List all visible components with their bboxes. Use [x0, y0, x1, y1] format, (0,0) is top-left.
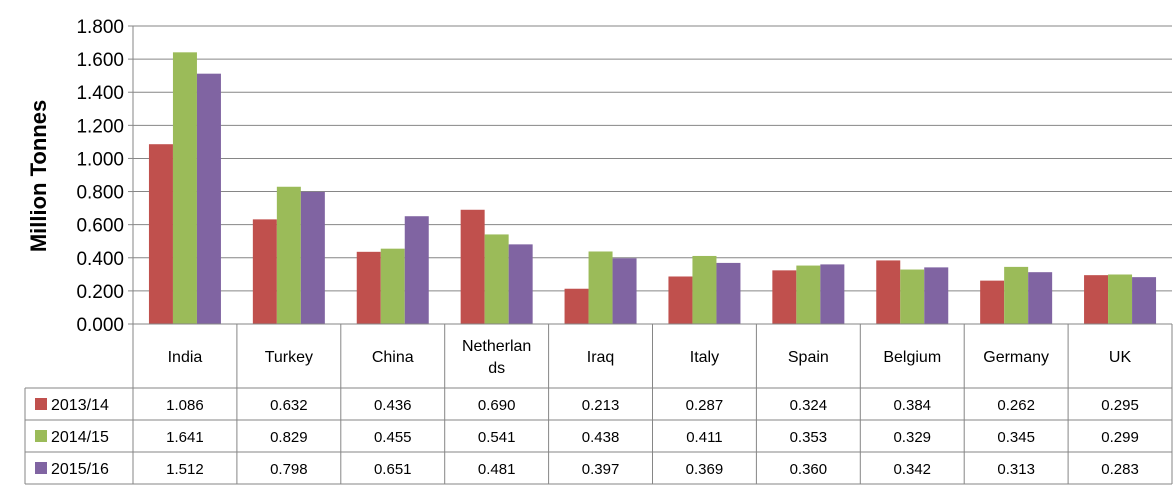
- bar-spain-2013-14: [772, 270, 797, 324]
- bar-turkey-2014-15: [276, 186, 301, 324]
- bar-turkey-2013-14: [252, 219, 277, 324]
- legend-swatch-2015-16: [35, 462, 47, 474]
- bar-netherlands-2015-16: [508, 244, 533, 324]
- table-value: 0.299: [1101, 429, 1139, 446]
- category-label-iraq: Iraq: [587, 349, 615, 366]
- bar-china-2014-15: [380, 248, 405, 324]
- category-label-spain: Spain: [788, 349, 829, 366]
- table-value: 0.438: [582, 429, 620, 446]
- bar-belgium-2014-15: [900, 269, 925, 324]
- table-value: 0.384: [893, 397, 931, 414]
- y-tick-label: 1.800: [76, 17, 124, 38]
- category-label-china: China: [372, 349, 414, 366]
- table-value: 1.512: [166, 461, 204, 478]
- y-tick-label: 0.000: [76, 315, 124, 336]
- table-value: 0.353: [790, 429, 828, 446]
- bar-spain-2015-16: [820, 264, 845, 324]
- bar-uk-2013-14: [1084, 275, 1109, 324]
- y-tick-labels: 0.000 0.200 0.400 0.600 0.800 1.000 1.200 1.400…: [76, 17, 124, 336]
- legend-swatch-2014-15: [35, 430, 47, 442]
- table-value: 0.481: [478, 461, 516, 478]
- table-value: 0.455: [374, 429, 412, 446]
- table-value: 0.411: [686, 429, 722, 446]
- bar-uk-2015-16: [1132, 277, 1157, 324]
- table-value: 0.329: [893, 429, 931, 446]
- data-table: India Turkey China Netherlan ds Iraq Italy Spai…: [24, 324, 1173, 485]
- table-value: 1.086: [166, 397, 204, 414]
- table-value: 0.541: [478, 429, 516, 446]
- table-value: 0.651: [374, 461, 412, 478]
- bar-india-2013-14: [148, 144, 173, 324]
- table-value: 0.342: [893, 461, 931, 478]
- bar-spain-2014-15: [796, 265, 821, 324]
- y-tick-label: 0.800: [76, 183, 124, 204]
- bars: [148, 52, 1157, 325]
- category-label-netherlands: ds: [488, 360, 505, 377]
- bar-germany-2014-15: [1004, 266, 1029, 324]
- table-value: 0.690: [478, 397, 516, 414]
- table-value: 0.369: [686, 461, 724, 478]
- bar-netherlands-2014-15: [484, 234, 509, 324]
- y-tick-label: 0.400: [76, 249, 124, 270]
- bar-belgium-2013-14: [876, 260, 901, 324]
- legend-label: 2015/16: [51, 461, 109, 478]
- bar-germany-2013-14: [980, 280, 1005, 324]
- legend-label: 2013/14: [51, 397, 109, 414]
- y-tick-label: 1.600: [76, 50, 124, 71]
- table-value: 0.345: [997, 429, 1035, 446]
- bar-turkey-2015-16: [300, 191, 325, 324]
- table-value: 0.397: [582, 461, 620, 478]
- table-value: 0.436: [374, 397, 412, 414]
- y-tick-label: 1.200: [76, 116, 124, 137]
- table-value: 0.360: [790, 461, 828, 478]
- table-value: 0.324: [790, 397, 828, 414]
- bar-india-2014-15: [172, 52, 197, 324]
- bar-iraq-2015-16: [612, 258, 637, 324]
- table-value: 0.313: [997, 461, 1035, 478]
- category-label-belgium: Belgium: [883, 349, 941, 366]
- bar-netherlands-2013-14: [460, 209, 485, 324]
- y-tick-label: 1.000: [76, 149, 124, 170]
- table-value: 0.295: [1101, 397, 1139, 414]
- bar-india-2015-16: [196, 73, 221, 325]
- y-axis-label: Million Tonnes: [26, 100, 51, 252]
- y-tick-label: 1.400: [76, 83, 124, 104]
- table-value: 0.262: [997, 397, 1035, 414]
- category-label-netherlands: Netherlan: [462, 338, 531, 355]
- table-value: 1.641: [166, 429, 204, 446]
- bar-germany-2015-16: [1028, 272, 1053, 324]
- table-value: 0.829: [270, 429, 308, 446]
- y-tick-label: 0.200: [76, 282, 124, 303]
- legend-label: 2014/15: [51, 429, 109, 446]
- category-label-turkey: Turkey: [265, 349, 313, 366]
- category-label-italy: Italy: [690, 349, 719, 366]
- bar-belgium-2015-16: [924, 267, 949, 324]
- y-tick-label: 0.600: [76, 216, 124, 237]
- bar-italy-2014-15: [692, 255, 717, 324]
- bar-uk-2014-15: [1108, 274, 1133, 324]
- bar-italy-2015-16: [716, 262, 741, 324]
- bar-italy-2013-14: [668, 276, 693, 324]
- category-label-india: India: [168, 349, 203, 366]
- category-label-uk: UK: [1109, 349, 1132, 366]
- table-value: 0.287: [686, 397, 724, 414]
- bar-iraq-2014-15: [588, 251, 613, 324]
- table-value: 0.798: [270, 461, 308, 478]
- table-value: 0.632: [270, 397, 308, 414]
- bar-china-2015-16: [404, 216, 429, 324]
- legend-swatch-2013-14: [35, 398, 47, 410]
- table-value: 0.283: [1101, 461, 1139, 478]
- bar-china-2013-14: [356, 251, 381, 324]
- bar-iraq-2013-14: [564, 288, 589, 324]
- category-label-germany: Germany: [983, 349, 1049, 366]
- table-value: 0.213: [582, 397, 620, 414]
